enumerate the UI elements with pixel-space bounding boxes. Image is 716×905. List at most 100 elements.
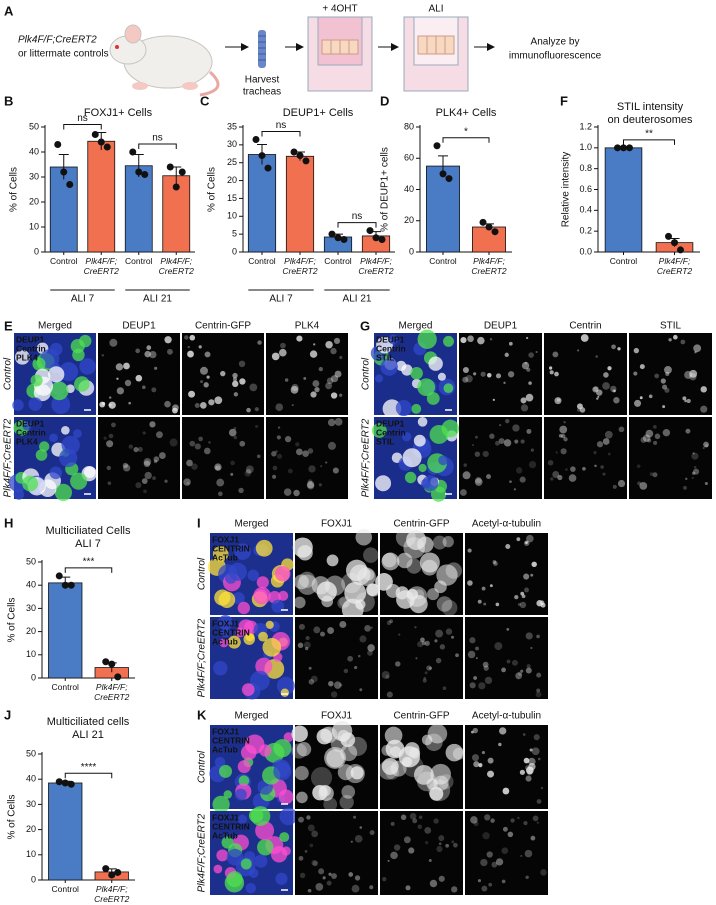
x-tick-label-box: Plk4F/F; CreERT2 bbox=[84, 256, 119, 276]
micrograph-signal bbox=[555, 451, 558, 454]
significance-label: ns bbox=[152, 133, 163, 144]
micrograph bbox=[465, 725, 548, 809]
y-tick-label: 50 bbox=[26, 556, 36, 566]
micrograph-signal bbox=[519, 769, 525, 775]
micrograph-signal bbox=[123, 464, 131, 472]
micrograph-signal bbox=[298, 855, 304, 861]
row-label: Plk4F/F;CreERT2 bbox=[3, 418, 14, 497]
micrograph-signal bbox=[652, 472, 658, 478]
micrograph-signal bbox=[504, 352, 509, 358]
x-tick-label-box: Control bbox=[248, 256, 275, 266]
micrograph-signal bbox=[426, 665, 432, 671]
bar bbox=[124, 165, 153, 253]
micrograph-signal bbox=[146, 345, 152, 351]
micrograph-signal bbox=[12, 399, 24, 411]
channel-label: Centrin bbox=[16, 343, 46, 353]
micrograph-signal bbox=[455, 653, 459, 658]
step-label: tracheas bbox=[243, 87, 281, 98]
micrograph-signal bbox=[326, 880, 332, 886]
row-label: Control bbox=[197, 557, 208, 590]
micrograph-signal bbox=[524, 849, 533, 858]
micrograph-signal bbox=[13, 489, 25, 500]
micrograph-signal bbox=[49, 466, 63, 480]
micrograph-signal bbox=[660, 378, 666, 384]
micrograph-signal bbox=[367, 650, 373, 656]
bar bbox=[49, 166, 78, 253]
micrograph-signal bbox=[292, 537, 313, 558]
micrograph-signal bbox=[246, 407, 251, 413]
micrograph-signal bbox=[183, 478, 191, 486]
micrograph-signal bbox=[501, 879, 506, 884]
micrograph-signal bbox=[283, 732, 294, 743]
micrograph-signal bbox=[226, 871, 243, 888]
micrograph-signal bbox=[213, 661, 228, 676]
micrograph-signal bbox=[607, 452, 611, 456]
micrograph-signal bbox=[548, 366, 553, 370]
micrograph-signal bbox=[237, 814, 248, 825]
y-tick-label: 20 bbox=[29, 196, 39, 206]
micrograph-signal bbox=[489, 584, 493, 588]
micrograph-signal bbox=[330, 347, 337, 355]
micrograph-signal bbox=[314, 387, 320, 393]
micrograph-signal bbox=[364, 625, 371, 632]
x-tick-label-box: Control bbox=[52, 682, 79, 692]
micrograph-signal bbox=[328, 441, 336, 450]
micrograph-signal bbox=[705, 444, 709, 448]
micrograph-signal bbox=[530, 835, 536, 841]
micrograph-signal bbox=[526, 664, 531, 669]
data-point bbox=[439, 170, 447, 178]
micrograph-signal bbox=[310, 766, 333, 789]
micrograph-signal bbox=[338, 683, 343, 687]
y-tick-label: 40 bbox=[26, 580, 36, 590]
micrograph-signal bbox=[654, 433, 661, 440]
micrograph-signal bbox=[402, 432, 412, 442]
micrograph-signal bbox=[214, 466, 218, 469]
micrograph-signal bbox=[128, 444, 134, 449]
y-axis-label: % of Cells bbox=[9, 167, 20, 212]
micrograph-signal bbox=[648, 394, 653, 399]
micrograph-signal bbox=[141, 478, 148, 484]
micrograph-signal bbox=[226, 848, 244, 866]
micrograph-signal bbox=[324, 575, 346, 596]
micrograph-signal bbox=[568, 474, 577, 482]
micrograph-signal bbox=[429, 879, 438, 888]
significance-label: **** bbox=[81, 762, 97, 773]
column-header: DEUP1 bbox=[484, 321, 518, 332]
x-tick-label-box: Control bbox=[429, 256, 456, 266]
micrograph-signal bbox=[312, 860, 319, 867]
micrograph-signal bbox=[501, 667, 506, 673]
micrograph-signal bbox=[84, 466, 96, 478]
micrograph-signal bbox=[495, 602, 500, 607]
micrograph-signal bbox=[326, 749, 345, 768]
micrograph-signal bbox=[39, 441, 50, 452]
micrograph-bg bbox=[182, 417, 264, 499]
channel-label: FOXJ1 bbox=[212, 618, 239, 628]
significance-label: ns bbox=[77, 113, 88, 124]
micrograph-signal bbox=[217, 491, 223, 497]
micrograph-signal bbox=[483, 602, 487, 606]
micrograph-signal bbox=[438, 774, 454, 790]
micrograph-signal bbox=[443, 335, 454, 347]
channel-label: AcTub bbox=[212, 830, 238, 840]
micrograph-signal bbox=[462, 471, 471, 480]
micrograph-signal bbox=[519, 476, 526, 483]
micrograph-signal bbox=[220, 370, 226, 377]
micrograph-signal bbox=[475, 476, 482, 484]
data-point bbox=[114, 673, 122, 681]
micrograph-signal bbox=[106, 440, 114, 448]
y-tick-label: 10 bbox=[29, 221, 39, 231]
micrograph-signal bbox=[339, 393, 343, 397]
micrograph-signal bbox=[189, 334, 196, 341]
micrograph-signal bbox=[296, 791, 308, 804]
micrograph-signal bbox=[596, 441, 604, 448]
micrograph-signal bbox=[417, 417, 428, 427]
micrograph-signal bbox=[283, 488, 292, 496]
micrograph-signal bbox=[186, 459, 193, 467]
channel-label: Centrin bbox=[16, 427, 46, 437]
micrograph-signal bbox=[378, 760, 398, 780]
micrograph-signal bbox=[298, 623, 305, 630]
data-point bbox=[103, 143, 111, 151]
bar bbox=[426, 165, 460, 253]
micrograph-signal bbox=[552, 351, 559, 358]
y-tick-label: 30 bbox=[29, 171, 39, 181]
